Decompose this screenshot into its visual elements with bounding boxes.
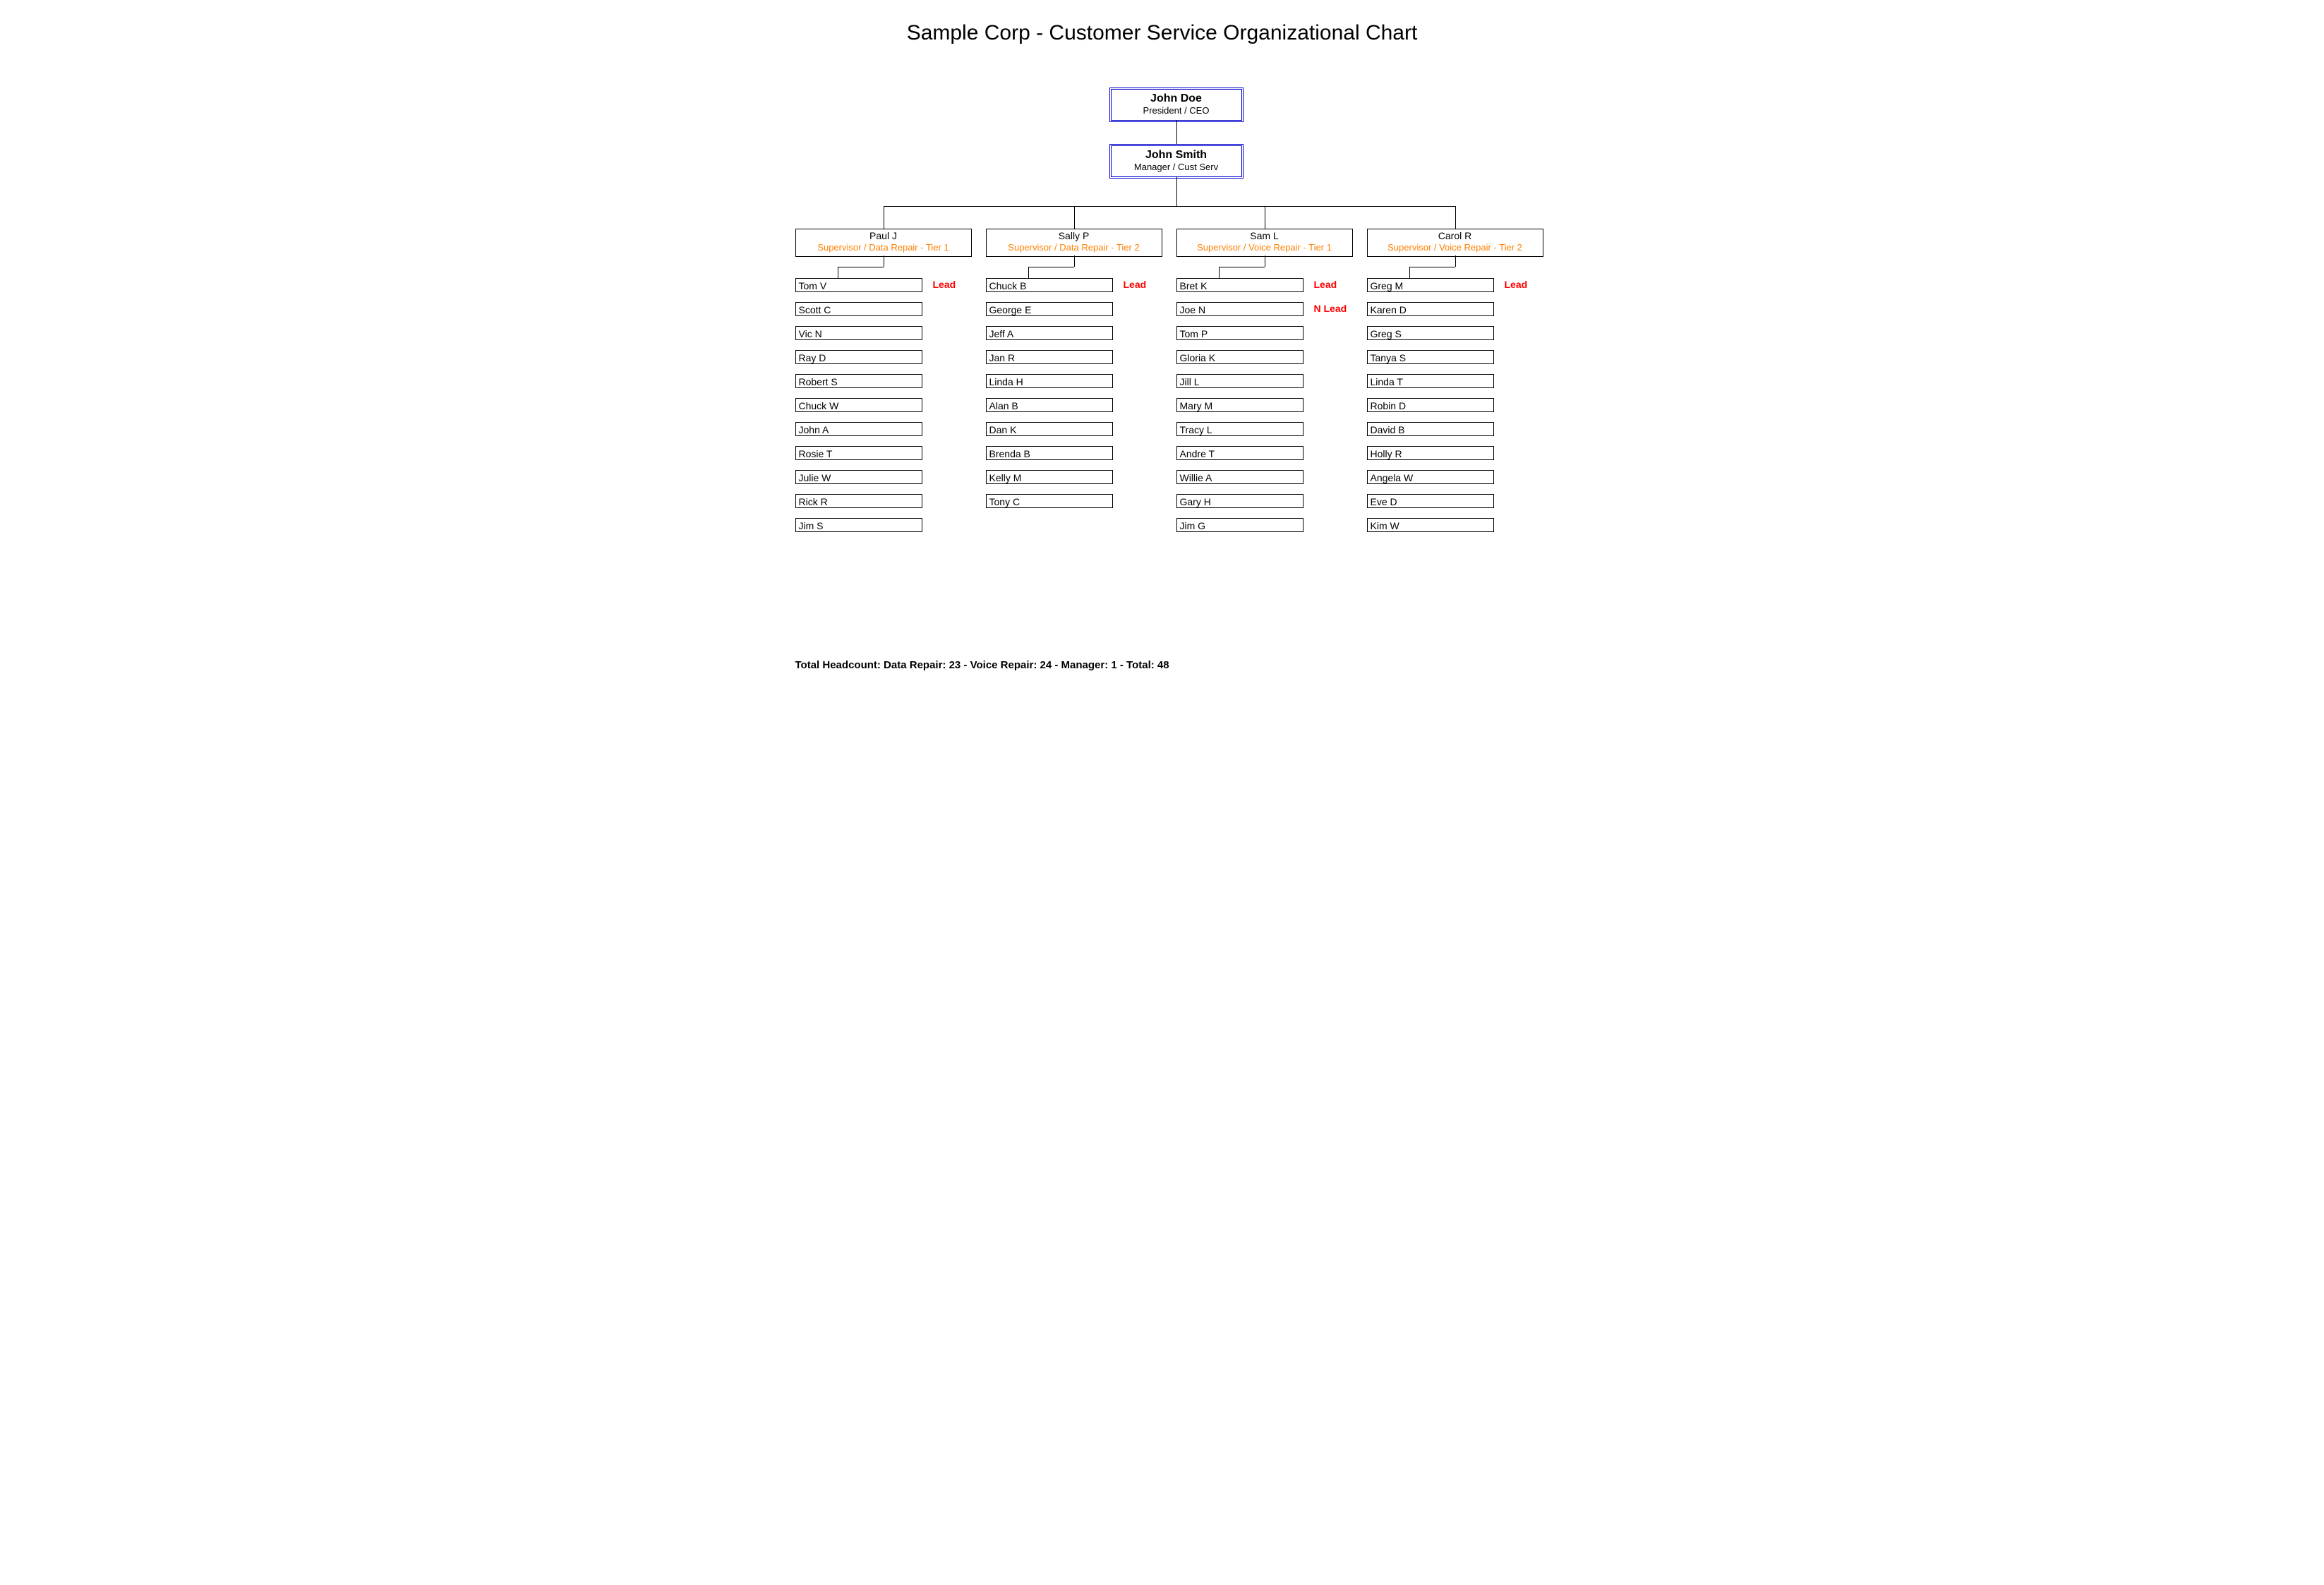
member-box: Greg S [1367, 326, 1494, 340]
member-box: Gary H [1176, 494, 1304, 508]
member-box: Jim G [1176, 518, 1304, 532]
member-box: Kelly M [986, 470, 1113, 484]
member-box: Greg M [1367, 278, 1494, 292]
connector-line [884, 206, 1455, 207]
member-box: Holly R [1367, 446, 1494, 460]
manager-box: John Smith Manager / Cust Serv [1109, 144, 1244, 179]
supervisor-role: Supervisor / Data Repair - Tier 2 [989, 242, 1159, 253]
supervisor-role: Supervisor / Data Repair - Tier 1 [799, 242, 968, 253]
connector-line [1455, 255, 1456, 267]
ceo-box: John Doe President / CEO [1109, 88, 1244, 122]
member-box: Joe N [1176, 302, 1304, 316]
member-tag: N Lead [1314, 303, 1347, 314]
member-box: Chuck W [795, 398, 922, 412]
supervisor-name: Paul J [799, 229, 968, 242]
member-box: Brenda B [986, 446, 1113, 460]
member-box: Rick R [795, 494, 922, 508]
member-box: Dan K [986, 422, 1113, 436]
connector-line [1219, 267, 1220, 278]
member-box: Robin D [1367, 398, 1494, 412]
supervisor-name: Sam L [1180, 229, 1349, 242]
supervisor-role: Supervisor / Voice Repair - Tier 1 [1180, 242, 1349, 253]
connector-line [1074, 206, 1075, 229]
member-tag: Lead [1314, 279, 1337, 290]
member-box: Mary M [1176, 398, 1304, 412]
member-box: Jeff A [986, 326, 1113, 340]
chart-title: Sample Corp - Customer Service Organizat… [668, 21, 1656, 45]
member-box: Angela W [1367, 470, 1494, 484]
member-box: Willie A [1176, 470, 1304, 484]
member-box: Jill L [1176, 374, 1304, 388]
member-box: Julie W [795, 470, 922, 484]
member-box: Scott C [795, 302, 922, 316]
member-box: Andre T [1176, 446, 1304, 460]
member-box: Ray D [795, 350, 922, 364]
supervisor-box: Sally PSupervisor / Data Repair - Tier 2 [986, 229, 1162, 257]
connector-line [1176, 176, 1177, 206]
member-box: John A [795, 422, 922, 436]
headcount-footer: Total Headcount: Data Repair: 23 - Voice… [795, 659, 1656, 671]
member-tag: Lead [1124, 279, 1147, 290]
supervisor-name: Sally P [989, 229, 1159, 242]
manager-role: Manager / Cust Serv [1117, 162, 1236, 172]
member-box: Gloria K [1176, 350, 1304, 364]
member-box: Robert S [795, 374, 922, 388]
connector-line [1176, 120, 1177, 144]
connector-line [1074, 255, 1075, 267]
chart-canvas: John Doe President / CEO John Smith Mana… [668, 88, 1656, 638]
member-box: Linda T [1367, 374, 1494, 388]
connector-line [1455, 206, 1456, 229]
member-box: Eve D [1367, 494, 1494, 508]
supervisor-box: Sam LSupervisor / Voice Repair - Tier 1 [1176, 229, 1353, 257]
member-box: David B [1367, 422, 1494, 436]
member-box: Jan R [986, 350, 1113, 364]
member-box: Karen D [1367, 302, 1494, 316]
member-box: Rosie T [795, 446, 922, 460]
member-box: Alan B [986, 398, 1113, 412]
member-box: Tracy L [1176, 422, 1304, 436]
member-box: George E [986, 302, 1113, 316]
member-box: Tom P [1176, 326, 1304, 340]
supervisor-role: Supervisor / Voice Repair - Tier 2 [1371, 242, 1540, 253]
member-box: Kim W [1367, 518, 1494, 532]
connector-line [1028, 267, 1029, 278]
supervisor-name: Carol R [1371, 229, 1540, 242]
manager-name: John Smith [1117, 149, 1236, 162]
ceo-name: John Doe [1117, 92, 1236, 105]
member-tag: Lead [933, 279, 956, 290]
member-box: Tony C [986, 494, 1113, 508]
member-box: Chuck B [986, 278, 1113, 292]
ceo-role: President / CEO [1117, 105, 1236, 116]
org-chart-page: Sample Corp - Customer Service Organizat… [668, 0, 1656, 713]
member-box: Bret K [1176, 278, 1304, 292]
member-tag: Lead [1505, 279, 1528, 290]
member-box: Vic N [795, 326, 922, 340]
supervisor-box: Carol RSupervisor / Voice Repair - Tier … [1367, 229, 1543, 257]
member-box: Linda H [986, 374, 1113, 388]
member-box: Tom V [795, 278, 922, 292]
supervisor-box: Paul JSupervisor / Data Repair - Tier 1 [795, 229, 972, 257]
member-box: Jim S [795, 518, 922, 532]
connector-line [1409, 267, 1410, 278]
member-box: Tanya S [1367, 350, 1494, 364]
